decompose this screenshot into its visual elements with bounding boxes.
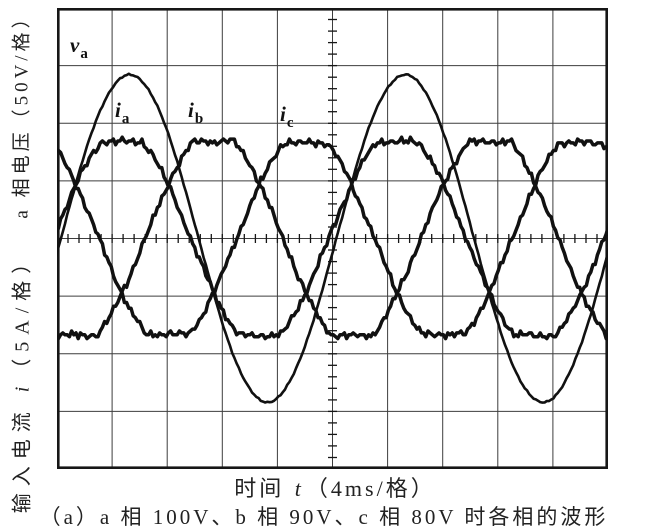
trace-label-ia-symbol: i — [115, 98, 121, 122]
x-axis-label-suffix: （4ms/格） — [305, 476, 436, 501]
trace-label-ia: ia — [115, 98, 129, 127]
trace-ib — [57, 137, 608, 341]
figure-caption: （a）a 相 100V、b 相 90V、c 相 80V 时各相的波形 — [39, 505, 609, 529]
trace-label-ib-subscript: b — [194, 111, 204, 127]
trace-ic — [57, 137, 608, 341]
trace-ia — [57, 135, 608, 341]
x-axis-label-prefix: 时间 — [234, 476, 293, 501]
time-symbol: t — [294, 476, 304, 501]
y-axis-label-current-suffix: （5A/格） — [11, 246, 34, 379]
trace-label-ib: ib — [188, 98, 203, 127]
trace-label-ia-subscript: a — [121, 111, 130, 127]
y-axis-label-voltage-text: a 相电压（50V/格） — [11, 5, 33, 219]
y-axis-label-current-prefix: 输入电流 — [11, 393, 34, 514]
waveform-plot — [57, 8, 608, 469]
oscilloscope-screen: va ia ib ic — [57, 8, 608, 469]
trace-label-va-symbol: v — [70, 33, 80, 57]
trace-label-ic-symbol: i — [280, 102, 286, 126]
trace-label-ic: ic — [280, 102, 294, 131]
x-axis-label: 时间 t（4ms/格） — [234, 471, 435, 503]
trace-label-va-subscript: a — [80, 46, 88, 62]
trace-label-ib-symbol: i — [188, 98, 194, 122]
graticule-border — [57, 8, 608, 469]
y-axis-label-voltage: a 相电压（50V/格） — [7, 5, 34, 218]
current-symbol: i — [11, 379, 34, 393]
trace-label-va: va — [70, 33, 88, 62]
trace-va — [57, 72, 608, 404]
y-axis-label-current: 输入电流 i（5A/格） — [6, 247, 35, 514]
trace-label-ic-subscript: c — [286, 115, 294, 131]
